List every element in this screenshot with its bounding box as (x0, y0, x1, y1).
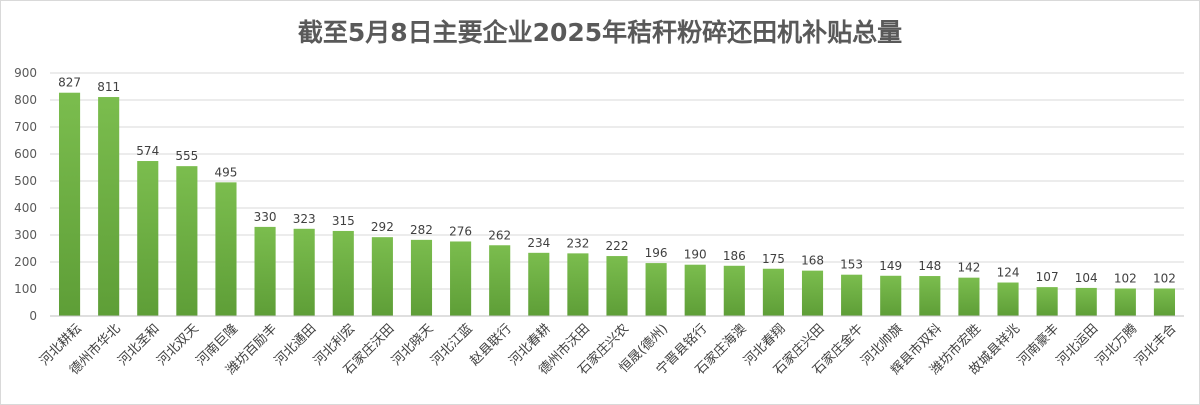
data-label: 232 (566, 236, 589, 250)
y-tick-label: 900 (14, 66, 37, 80)
bar (606, 256, 628, 316)
bar (98, 97, 120, 316)
x-tick-label: 河北圣和 (115, 321, 162, 368)
data-label: 282 (410, 223, 433, 237)
data-label: 124 (997, 266, 1020, 280)
bar (176, 166, 198, 316)
data-label: 234 (527, 236, 550, 250)
bar (528, 252, 550, 316)
data-label: 190 (684, 248, 707, 262)
bar (1075, 287, 1097, 316)
data-label: 142 (957, 261, 980, 275)
bar (58, 92, 81, 317)
bar (332, 230, 354, 316)
data-label: 811 (97, 80, 120, 94)
x-tick-label: 河北丰合 (1132, 321, 1179, 368)
bar (371, 237, 393, 316)
bar (958, 277, 980, 316)
bar (137, 161, 159, 316)
data-label: 262 (488, 228, 511, 242)
data-label: 104 (1075, 271, 1098, 285)
data-label: 168 (801, 254, 824, 268)
bar (410, 239, 433, 316)
bar (1153, 288, 1176, 316)
x-tick-label: 河北晓天 (389, 321, 436, 368)
y-tick-label: 500 (14, 174, 37, 188)
y-tick-label: 300 (14, 228, 37, 242)
data-label: 149 (879, 259, 902, 273)
bar (762, 268, 784, 316)
y-tick-label: 100 (14, 282, 37, 296)
bar (450, 241, 472, 316)
data-label: 102 (1153, 271, 1176, 285)
data-label: 222 (606, 239, 629, 253)
bar (1114, 288, 1136, 316)
bar (215, 182, 237, 316)
x-tick-label: 河南豪丰 (1014, 321, 1062, 369)
x-tick-label: 河北双天 (155, 321, 202, 368)
x-tick-label: 河北江蓝 (428, 321, 475, 368)
x-tick-label: 河北万腾 (1092, 321, 1140, 369)
bar (567, 253, 589, 316)
y-tick-label: 400 (14, 201, 37, 215)
bar (801, 270, 824, 316)
y-tick-label: 0 (29, 309, 37, 323)
data-label: 276 (449, 224, 472, 238)
bar (997, 282, 1019, 316)
bar (919, 276, 941, 316)
y-tick-label: 700 (14, 120, 37, 134)
data-label: 196 (645, 246, 668, 260)
chart-title: 截至5月8日主要企业2025年秸秆粉碎还田机补贴总量 (297, 18, 903, 47)
data-label: 102 (1114, 271, 1137, 285)
data-label: 323 (293, 212, 316, 226)
y-tick-label: 600 (14, 147, 37, 161)
bar (684, 264, 706, 316)
data-label: 175 (762, 252, 785, 266)
data-label: 495 (215, 165, 238, 179)
x-tick-label: 河北通田 (272, 321, 319, 368)
bar (293, 228, 315, 316)
bar (841, 274, 863, 316)
data-label: 148 (918, 259, 941, 273)
bar (1036, 287, 1058, 316)
y-tick-label: 800 (14, 93, 37, 107)
data-label: 555 (175, 149, 198, 163)
data-label: 315 (332, 214, 355, 228)
bar (723, 265, 745, 316)
data-label: 292 (371, 220, 394, 234)
data-label: 574 (136, 144, 159, 158)
x-tick-label: 赵县联行 (467, 321, 514, 368)
x-tick-label: 河北运田 (1054, 321, 1101, 368)
data-label: 827 (58, 76, 81, 90)
data-label: 186 (723, 249, 746, 263)
data-label: 330 (254, 210, 277, 224)
bar (880, 275, 902, 316)
bar (254, 226, 276, 316)
bar (645, 263, 667, 316)
data-label: 107 (1036, 270, 1059, 284)
y-tick-label: 200 (14, 255, 37, 269)
data-label: 153 (840, 258, 863, 272)
bar (489, 245, 511, 316)
